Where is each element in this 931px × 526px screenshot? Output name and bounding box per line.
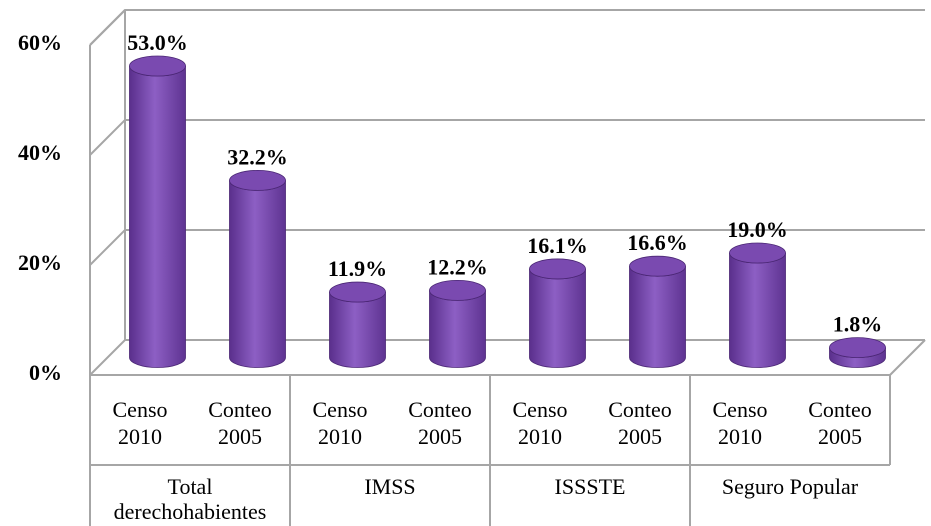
x-tick-label: Conteo 2005	[608, 397, 672, 449]
y-tick-label: 60%	[18, 30, 62, 55]
value-label: 53.0%	[127, 30, 188, 55]
group-label: ISSSTE	[554, 474, 626, 499]
y-tick-label: 0%	[29, 360, 62, 385]
cylinder-top	[329, 281, 386, 303]
value-label: 12.2%	[427, 254, 488, 279]
cylinder	[229, 180, 286, 368]
value-label: 16.1%	[527, 233, 588, 258]
y-tick-label: 20%	[18, 250, 62, 275]
x-tick-label: Censo 2010	[312, 397, 368, 449]
value-label: 11.9%	[328, 256, 387, 281]
group-label: IMSS	[364, 474, 416, 499]
cylinder-top	[729, 242, 786, 264]
value-label: 1.8%	[833, 312, 883, 337]
value-label: 16.6%	[627, 230, 688, 255]
frame	[89, 9, 926, 526]
cylinder-top	[429, 279, 486, 301]
grid-line	[89, 339, 925, 376]
value-label: 19.0%	[727, 217, 788, 242]
y-tick-label: 40%	[18, 140, 62, 165]
x-tick-label: Censo 2010	[512, 397, 568, 449]
cylinder-top	[829, 337, 886, 359]
cylinder-top	[129, 55, 186, 77]
x-tick-label: Censo 2010	[112, 397, 168, 449]
grid-line	[89, 9, 925, 46]
x-tick-label: Conteo 2005	[208, 397, 272, 449]
cylinder-top	[529, 258, 586, 280]
cylinder-top	[229, 169, 286, 191]
cylinder	[629, 266, 686, 368]
x-tick-label: Conteo 2005	[408, 397, 472, 449]
value-label: 32.2%	[227, 144, 288, 169]
cylinder	[129, 65, 186, 368]
cylinder	[429, 290, 486, 368]
cylinder	[329, 291, 386, 368]
cylinder-top	[629, 255, 686, 277]
x-tick-label: Conteo 2005	[808, 397, 872, 449]
grid-line	[89, 119, 925, 156]
grid-line	[89, 229, 925, 266]
group-label: Seguro Popular	[721, 474, 859, 499]
group-label: Total derechohabientes	[113, 474, 267, 524]
cylinder	[529, 268, 586, 368]
x-tick-label: Censo 2010	[712, 397, 768, 449]
cylinder	[729, 252, 786, 368]
